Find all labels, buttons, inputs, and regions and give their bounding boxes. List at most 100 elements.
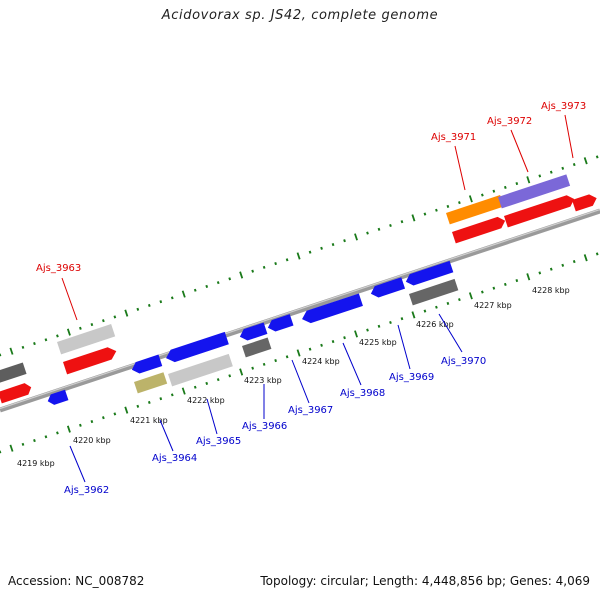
gene-label-ajs3964[interactable]: Ajs_3964 <box>152 453 197 464</box>
minor-tick <box>21 442 25 446</box>
gene-label-ajs3970[interactable]: Ajs_3970 <box>441 356 486 367</box>
map-title: Acidovorax sp. JS42, complete genome <box>161 8 439 23</box>
minor-tick <box>492 286 496 290</box>
minor-tick <box>446 301 450 305</box>
leader-ajs3970 <box>438 313 463 353</box>
minor-tick <box>44 338 48 342</box>
leader-ajs3972 <box>510 129 529 173</box>
minor-tick <box>308 347 312 351</box>
tick-label-4225: 4225 kbp <box>359 338 397 347</box>
gene-ajs3965-lightgray[interactable] <box>168 353 233 387</box>
gene-ajs3963-lightgray[interactable] <box>57 324 116 355</box>
minor-tick <box>79 423 82 427</box>
major-tick <box>583 254 588 262</box>
gene-ajs3971-orange[interactable] <box>446 195 504 225</box>
minor-tick <box>170 296 174 300</box>
major-tick <box>296 252 301 260</box>
tick-label-4228: 4228 kbp <box>532 286 570 295</box>
minor-tick <box>285 258 289 262</box>
gene-ajs3964-blue[interactable] <box>130 354 163 376</box>
gene-ajs3972-purple[interactable] <box>498 174 571 209</box>
gene-ajs3965-blue[interactable] <box>164 331 229 364</box>
gene-label-ajs3968[interactable]: Ajs_3968 <box>340 388 385 399</box>
gene-ajs3966-blue[interactable] <box>238 322 268 342</box>
accession-label: Accession: NC_008782 <box>8 574 145 588</box>
minor-tick <box>216 378 220 382</box>
gene-ajs3962-blue[interactable] <box>46 389 69 407</box>
leader-ajs3968 <box>342 342 362 386</box>
minor-tick <box>159 300 163 304</box>
gene-label-ajs3967[interactable]: Ajs_3967 <box>288 405 333 416</box>
gene-gray-left-upper[interactable] <box>0 362 27 384</box>
gene-ajs3967-blue[interactable] <box>300 293 363 325</box>
major-tick <box>239 271 244 279</box>
minor-tick <box>251 366 255 370</box>
minor-tick <box>343 239 346 243</box>
tick-label-4220: 4220 kbp <box>73 436 111 445</box>
minor-tick <box>320 343 323 347</box>
leader-ajs3963 <box>61 277 78 321</box>
minor-tick <box>366 231 369 235</box>
major-tick <box>411 311 416 319</box>
gene-ajs3973-red[interactable] <box>572 192 599 212</box>
major-tick <box>66 425 71 433</box>
gene-ajs3970-blue[interactable] <box>404 260 454 288</box>
minor-tick <box>561 166 565 170</box>
gene-ajs3970-darkgray[interactable] <box>409 278 459 306</box>
minor-tick <box>389 320 392 325</box>
minor-tick <box>572 259 576 264</box>
minor-tick <box>331 242 335 247</box>
minor-tick <box>481 193 484 197</box>
minor-tick <box>377 324 381 328</box>
gene-ajs3972-red[interactable] <box>504 193 576 228</box>
gene-ajs3966-darkgray[interactable] <box>242 337 272 358</box>
major-tick <box>526 176 531 184</box>
minor-tick <box>285 355 289 359</box>
gene-red-left[interactable] <box>0 382 33 404</box>
minor-tick <box>503 185 507 189</box>
minor-tick <box>515 279 519 283</box>
major-tick <box>354 233 358 241</box>
gene-label-ajs3965[interactable]: Ajs_3965 <box>196 436 241 447</box>
leader-ajs3965 <box>206 398 218 435</box>
minor-tick <box>435 305 438 309</box>
leader-ajs3969 <box>397 324 411 370</box>
tick-labels: 4219 kbp 4220 kbp 4221 kbp 4222 kbp 4223… <box>17 286 570 468</box>
minor-tick <box>389 223 392 228</box>
gene-ajs3969-blue[interactable] <box>369 277 406 299</box>
callout-lines <box>61 114 574 483</box>
minor-tick <box>170 393 174 397</box>
gene-ajs3971-red[interactable] <box>452 215 507 244</box>
tick-label-4221: 4221 kbp <box>130 416 168 425</box>
gene-label-ajs3971[interactable]: Ajs_3971 <box>431 132 476 143</box>
upper-tick-track <box>0 155 599 357</box>
tick-label-4222: 4222 kbp <box>187 396 225 405</box>
major-tick <box>9 347 14 355</box>
minor-tick <box>320 246 323 250</box>
minor-tick <box>366 328 369 332</box>
gene-ajs3963-red[interactable] <box>63 345 118 375</box>
major-tick <box>66 328 71 336</box>
minor-tick <box>595 155 599 159</box>
minor-tick <box>458 201 461 205</box>
gene-label-ajs3972[interactable]: Ajs_3972 <box>487 116 532 127</box>
gene-ajs3964-olive[interactable] <box>134 372 168 394</box>
genome-summary: Topology: circular; Length: 4,448,856 bp… <box>260 574 590 588</box>
minor-tick <box>538 271 542 275</box>
leader-ajs3962 <box>69 445 86 483</box>
minor-tick <box>102 319 105 323</box>
gene-ajs3967-blue-small[interactable] <box>266 314 294 333</box>
minor-tick <box>113 315 117 319</box>
tick-label-4227: 4227 kbp <box>474 301 512 310</box>
minor-tick <box>21 345 25 349</box>
gene-label-ajs3966[interactable]: Ajs_3966 <box>242 421 287 432</box>
major-tick <box>124 406 129 414</box>
gene-label-ajs3963[interactable]: Ajs_3963 <box>36 263 81 274</box>
minor-tick <box>343 336 346 340</box>
gene-label-ajs3969[interactable]: Ajs_3969 <box>389 372 434 383</box>
gene-features <box>0 174 599 407</box>
minor-tick <box>228 277 232 281</box>
gene-label-ajs3973[interactable]: Ajs_3973 <box>541 101 586 112</box>
major-tick <box>354 330 358 338</box>
gene-label-ajs3962[interactable]: Ajs_3962 <box>64 485 109 496</box>
